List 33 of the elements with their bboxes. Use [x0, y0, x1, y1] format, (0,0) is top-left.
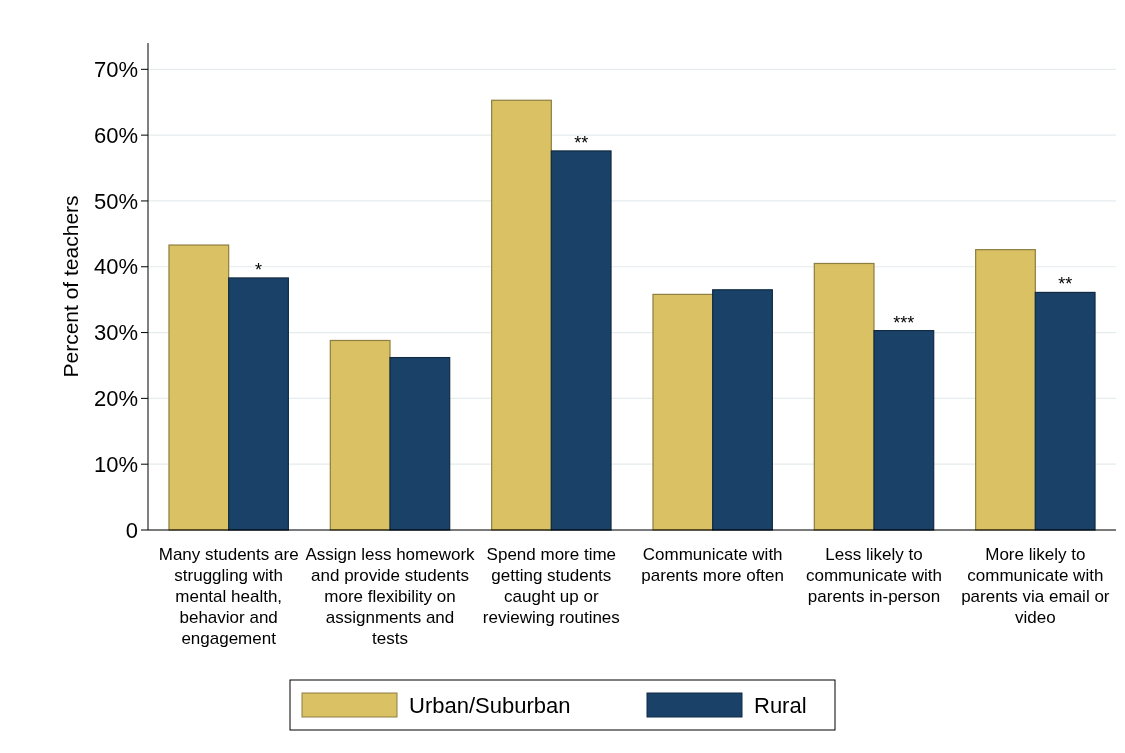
legend-label: Urban/Suburban	[409, 692, 571, 718]
y-tick-label: 30%	[93, 320, 138, 346]
annotation: **	[1058, 274, 1073, 295]
y-tick-label: 0	[125, 517, 138, 543]
bar	[168, 244, 230, 531]
legend-label: Rural	[754, 692, 807, 718]
bar	[712, 289, 773, 531]
y-tick-label: 50%	[93, 188, 138, 214]
y-tick-label: 20%	[93, 386, 138, 412]
x-tick-label: Spend more time getting students caught up or reviewing routines	[482, 545, 620, 627]
bar	[228, 277, 289, 531]
bar	[329, 339, 391, 531]
bar	[550, 150, 612, 531]
bar	[873, 329, 935, 531]
annotation: **	[574, 132, 589, 153]
x-tick-label: Communicate with parents more often	[641, 545, 785, 585]
y-tick-label: 60%	[93, 122, 138, 148]
x-tick-label: More likely to communicate with parents via email or video	[961, 545, 1110, 627]
y-tick-label: 70%	[93, 57, 138, 83]
annotation: *	[255, 259, 263, 280]
y-axis-title: Percent of teachers	[59, 195, 82, 378]
x-tick-label: Assign less homework and provide students more flexibility on assignments and tests	[305, 545, 476, 648]
bar	[389, 356, 451, 531]
y-tick-label: 40%	[93, 254, 138, 280]
bar	[491, 99, 552, 531]
bar	[813, 262, 875, 531]
bar	[1034, 291, 1096, 531]
x-tick-label: Less likely to communicate with parents in-person	[805, 545, 943, 606]
bar	[975, 249, 1036, 531]
x-tick-label: Many students are struggling with mental health, behavior and engagement	[158, 545, 299, 648]
bar	[652, 293, 714, 531]
y-tick-label: 10%	[93, 451, 138, 477]
annotation: ***	[893, 312, 915, 333]
